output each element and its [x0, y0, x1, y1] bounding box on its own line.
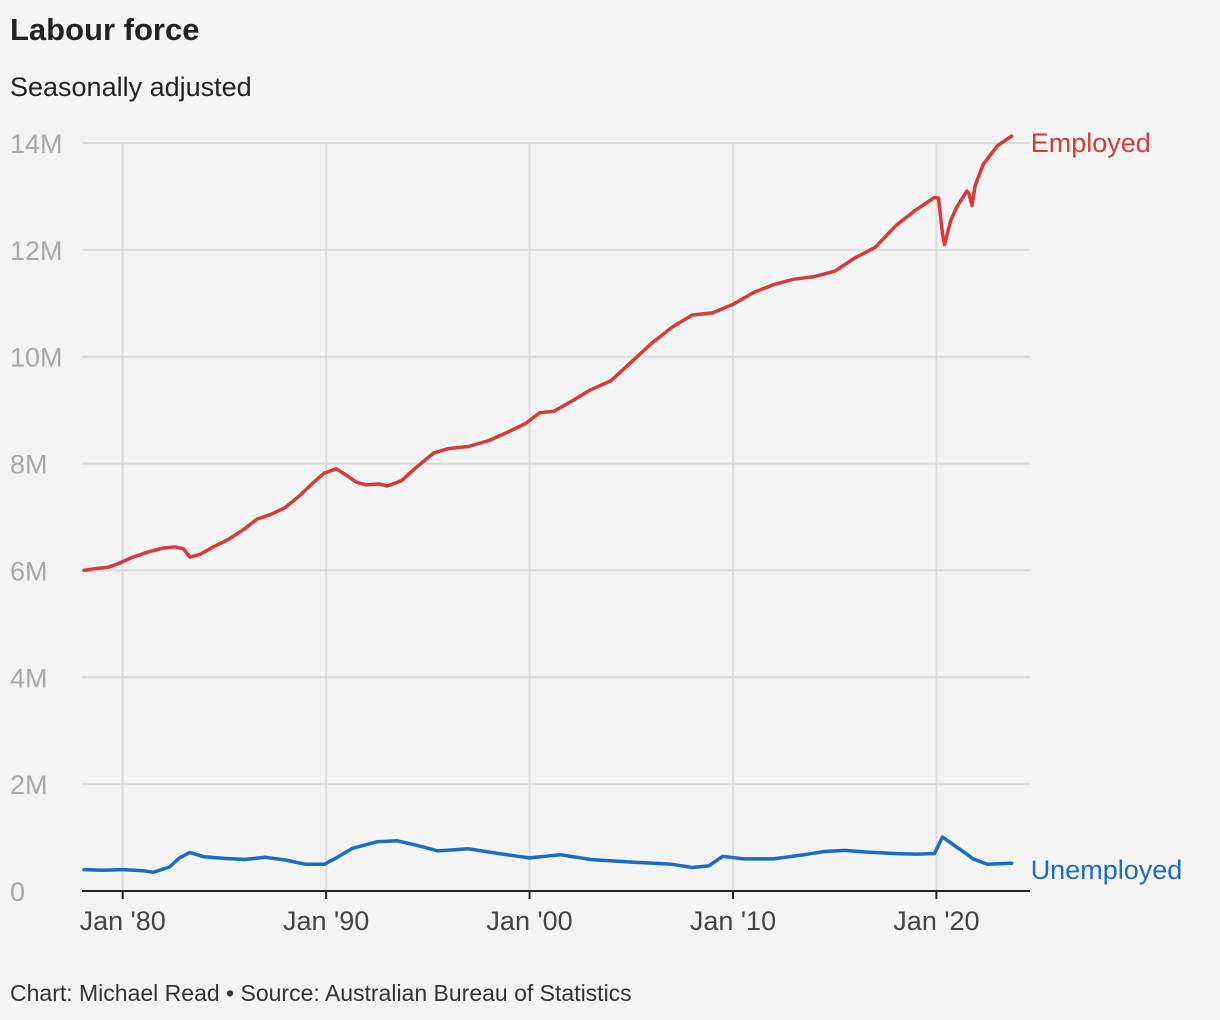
x-tick-label: Jan '00 [486, 906, 572, 936]
y-tick-label: 10M [10, 343, 63, 373]
series-lines [82, 134, 1014, 875]
x-tick-label: Jan '10 [690, 906, 776, 936]
line-chart: 0 2M 4M 6M 8M 10M 12M 14M Jan '80 Jan '90 Jan '00… [10, 128, 1183, 936]
chart-source: Chart: Michael Read • Source: Australian… [10, 980, 632, 1006]
chart-title: Labour force [10, 12, 200, 47]
y-tick-label: 4M [10, 663, 48, 693]
y-tick-label: 14M [10, 129, 63, 159]
series-labels: Employed Unemployed [1031, 128, 1183, 885]
series-label-employed: Employed [1031, 128, 1151, 158]
series-line-employed [82, 134, 1014, 573]
y-tick-label: 8M [10, 450, 48, 480]
x-tick-label: Jan '80 [80, 906, 166, 936]
chart-subtitle: Seasonally adjusted [10, 72, 252, 102]
x-axis-ticks: Jan '80 Jan '90 Jan '00 Jan '10 Jan '20 [80, 890, 1030, 936]
series-line-unemployed [82, 835, 1014, 875]
y-axis-ticks: 0 2M 4M 6M 8M 10M 12M 14M [10, 129, 63, 907]
x-tick-label: Jan '20 [893, 906, 979, 936]
y-tick-label: 2M [10, 770, 48, 800]
grid [82, 142, 1030, 891]
series-label-unemployed: Unemployed [1031, 855, 1183, 885]
y-tick-label: 0 [10, 877, 25, 907]
x-tick-label: Jan '90 [283, 906, 369, 936]
y-tick-label: 12M [10, 236, 63, 266]
y-tick-label: 6M [10, 556, 48, 586]
